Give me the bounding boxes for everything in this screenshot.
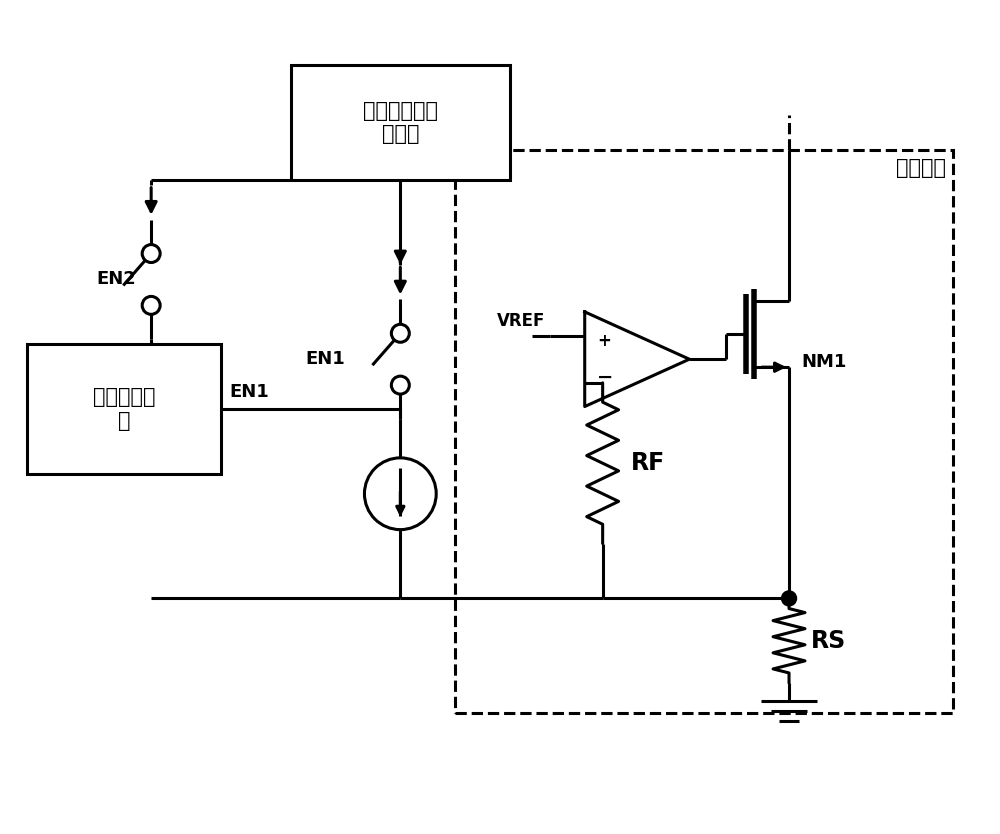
Text: −: − <box>596 368 613 387</box>
Text: EN2: EN2 <box>96 270 136 289</box>
Bar <box>27 344 221 474</box>
Text: +: + <box>598 332 612 350</box>
Bar <box>291 65 510 180</box>
Text: 正温系数电流
源模块: 正温系数电流 源模块 <box>363 101 438 144</box>
Text: 过温触发模
块: 过温触发模 块 <box>93 388 155 430</box>
Text: RS: RS <box>811 629 846 653</box>
Circle shape <box>782 591 797 605</box>
Text: EN1: EN1 <box>306 350 346 368</box>
Circle shape <box>142 244 160 263</box>
Circle shape <box>391 376 409 394</box>
Bar <box>455 150 953 713</box>
Text: NM1: NM1 <box>801 353 846 371</box>
Circle shape <box>364 458 436 530</box>
Text: VREF: VREF <box>496 312 545 329</box>
Text: 恒流模块: 恒流模块 <box>896 158 946 178</box>
Circle shape <box>391 324 409 342</box>
Circle shape <box>142 296 160 314</box>
Text: EN1: EN1 <box>229 383 269 401</box>
Text: RF: RF <box>631 451 665 475</box>
